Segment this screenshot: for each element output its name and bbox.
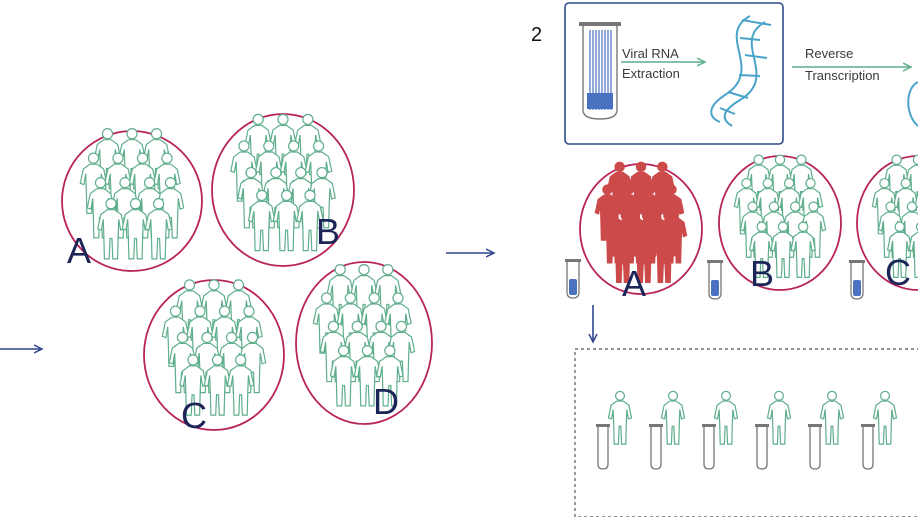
test-tube-icon bbox=[649, 424, 663, 470]
pool-b-label: B bbox=[750, 253, 774, 294]
transcription-label-line2: Transcription bbox=[805, 68, 880, 83]
test-tube-icon bbox=[861, 424, 875, 470]
person-outline-icon bbox=[766, 390, 792, 445]
extraction-label-line2: Extraction bbox=[622, 66, 680, 81]
rna-strand-icon bbox=[710, 15, 772, 127]
crowd bbox=[312, 264, 416, 407]
crowd bbox=[733, 154, 827, 278]
extraction-label-line1: Viral RNA bbox=[622, 46, 679, 61]
rna-extraction-box: Viral RNA Extraction bbox=[564, 2, 784, 145]
person-outline-icon bbox=[872, 390, 898, 445]
pool-c-negative: C bbox=[856, 154, 918, 293]
pool-c-label: C bbox=[181, 395, 207, 436]
person-outline-icon bbox=[713, 390, 739, 445]
pool-b: B bbox=[211, 113, 355, 267]
pool-c: C bbox=[143, 279, 285, 436]
person-outline-icon bbox=[660, 390, 686, 445]
pool-b-negative: B bbox=[718, 154, 842, 294]
pool-a-label: A bbox=[67, 230, 91, 271]
test-tube-icon bbox=[755, 424, 769, 470]
pool-c-label: C bbox=[885, 252, 911, 293]
person-outline-icon bbox=[607, 390, 633, 445]
pool-d: D bbox=[295, 261, 433, 425]
sample-tube-icon bbox=[579, 22, 621, 120]
pool-a: A bbox=[61, 128, 203, 272]
test-tube-icon bbox=[702, 424, 716, 470]
test-tube-icon bbox=[808, 424, 822, 470]
transcription-label-line1: Reverse bbox=[805, 46, 853, 61]
test-tube-icon bbox=[565, 259, 581, 299]
crowd bbox=[79, 128, 185, 260]
pool-a-label: A bbox=[622, 263, 646, 304]
pool-d-label: D bbox=[373, 381, 399, 422]
individual-retest-box bbox=[574, 348, 918, 517]
test-tube-icon bbox=[596, 424, 610, 470]
pool-a-positive: A bbox=[579, 161, 703, 304]
dna-partial-icon bbox=[907, 81, 918, 127]
test-tube-icon bbox=[849, 260, 865, 300]
crowd bbox=[161, 279, 267, 416]
pool-b-label: B bbox=[316, 211, 340, 252]
step-number: 2 bbox=[531, 24, 542, 46]
test-tube-icon bbox=[707, 260, 723, 300]
person-outline-icon bbox=[819, 390, 845, 445]
pool-tubes bbox=[565, 259, 865, 300]
